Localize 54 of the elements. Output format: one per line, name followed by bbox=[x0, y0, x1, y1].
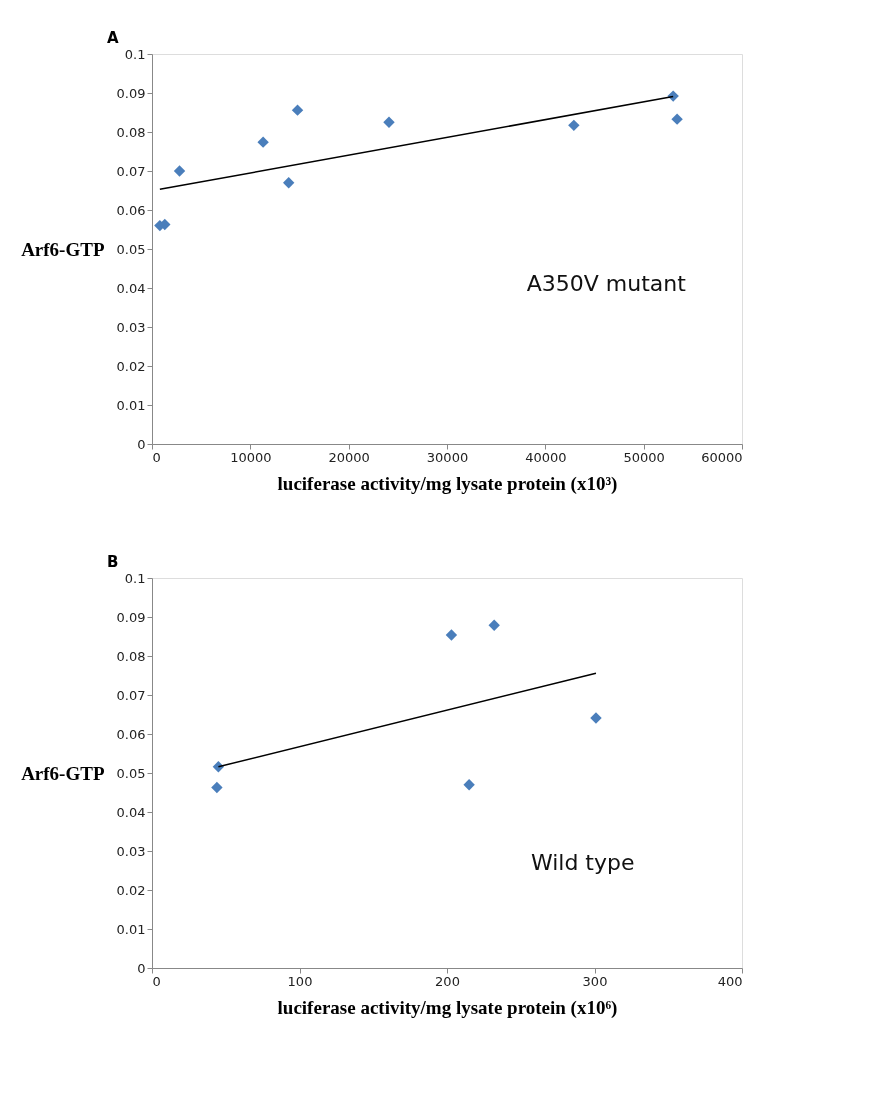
x-tick-label: 30000 bbox=[426, 449, 469, 465]
y-tick-label: 0.07 bbox=[116, 163, 146, 179]
y-tick-label: 0.06 bbox=[116, 726, 146, 742]
y-tick-label: 0.02 bbox=[116, 358, 146, 374]
x-tick-label: 200 bbox=[435, 973, 460, 989]
point bbox=[488, 619, 500, 631]
annotation: A350V mutant bbox=[526, 271, 687, 297]
y-tick-label: 0.09 bbox=[116, 85, 146, 101]
y-tick-label: 0.02 bbox=[116, 882, 146, 898]
y-tick-label: 0 bbox=[137, 960, 146, 976]
x-tick-label: 20000 bbox=[328, 449, 370, 465]
point bbox=[173, 165, 186, 177]
x-tick-label: 0 bbox=[152, 973, 161, 989]
y-tick-label: 0.08 bbox=[116, 124, 146, 140]
y-tick-label: 0.09 bbox=[116, 609, 146, 625]
x-axis-title: luciferase activity/mg lysate protein (x10³) bbox=[277, 472, 618, 495]
x-tick-label: 300 bbox=[582, 973, 608, 989]
y-axis-title: Arf6-GTP bbox=[21, 238, 105, 260]
point bbox=[257, 136, 269, 148]
x-tick-label: 50000 bbox=[623, 449, 665, 465]
chart-title: B bbox=[107, 553, 119, 571]
point bbox=[211, 781, 223, 794]
y-tick-label: 0.04 bbox=[116, 804, 146, 820]
chart-title: A bbox=[107, 29, 119, 47]
x-tick-label: 60000 bbox=[701, 449, 743, 465]
y-tick-label: 0.04 bbox=[116, 280, 146, 296]
y-axis-title: Arf6-GTP bbox=[21, 762, 105, 784]
point bbox=[282, 177, 295, 189]
y-tick-label: 0.06 bbox=[116, 202, 146, 218]
y-tick-label: 0.01 bbox=[116, 921, 146, 937]
x-tick-label: 400 bbox=[717, 973, 743, 989]
x-tick-label: 0 bbox=[152, 449, 161, 465]
y-tick-label: 0.1 bbox=[124, 46, 146, 62]
x-tick-label: 40000 bbox=[525, 449, 567, 465]
annotation: Wild type bbox=[530, 849, 635, 875]
y-tick-label: 0.08 bbox=[116, 648, 146, 664]
point bbox=[445, 629, 458, 641]
y-tick-label: 0.05 bbox=[116, 765, 146, 781]
y-tick-label: 0 bbox=[137, 436, 146, 452]
x-tick-label: 100 bbox=[287, 973, 313, 989]
x-tick-label: 10000 bbox=[230, 449, 272, 465]
point bbox=[590, 712, 602, 724]
y-tick-label: 0.03 bbox=[116, 843, 146, 859]
point bbox=[671, 113, 683, 125]
point bbox=[463, 779, 475, 791]
point bbox=[568, 119, 580, 132]
y-tick-label: 0.03 bbox=[116, 319, 146, 335]
y-tick-label: 0.05 bbox=[116, 241, 146, 257]
point bbox=[383, 116, 395, 128]
y-tick-label: 0.01 bbox=[116, 397, 146, 413]
y-tick-label: 0.1 bbox=[124, 570, 146, 586]
x-axis-title: luciferase activity/mg lysate protein (x10⁶) bbox=[277, 996, 618, 1019]
point bbox=[291, 104, 304, 116]
y-tick-label: 0.07 bbox=[116, 687, 146, 703]
